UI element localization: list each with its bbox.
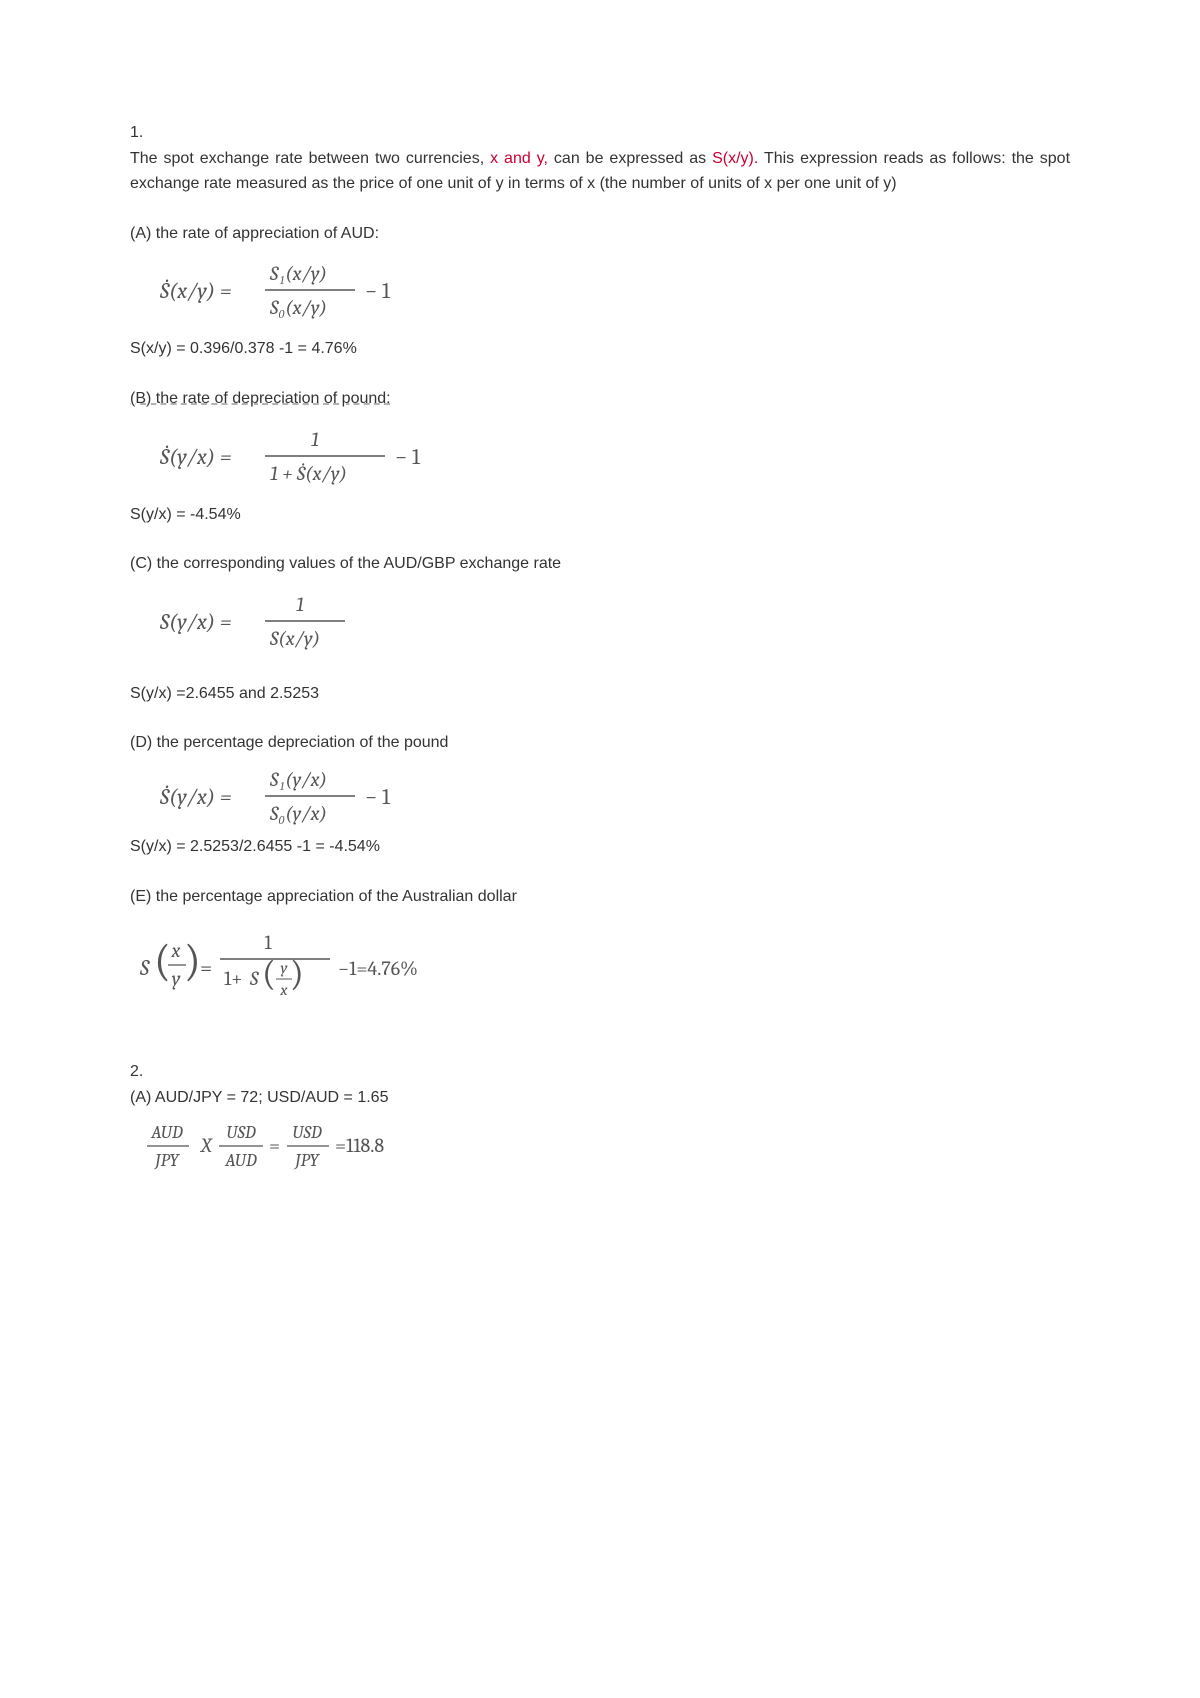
q1-intro-pre: The spot exchange rate between two curre…: [130, 150, 490, 167]
svg-text:y: y: [172, 967, 181, 990]
svg-text:S: S: [140, 955, 150, 981]
f-D-num: S₁(y/x): [269, 768, 327, 791]
q1-D-label: (D) the percentage depreciation of the p…: [130, 730, 1070, 756]
svg-text:USD: USD: [226, 1122, 256, 1143]
document-page: 1. The spot exchange rate between two cu…: [0, 0, 1200, 1698]
q1-B-label: (B) the rate of depreciation of pound:: [130, 386, 1070, 412]
svg-text:): ): [184, 935, 201, 986]
svg-text:1: 1: [264, 931, 272, 954]
svg-text:x: x: [171, 939, 181, 962]
q2-number: 2.: [130, 1059, 1070, 1085]
svg-text:y: y: [281, 959, 288, 977]
f-D-lhs: Ṡ(y/x) =: [160, 784, 232, 810]
q1-E-formula: S ( x y ) = 1 1+ S ( y x ) −1=4.76%: [140, 919, 1070, 1019]
q1-A-label: (A) the rate of appreciation of AUD:: [130, 221, 1070, 247]
svg-text:): ): [290, 953, 304, 994]
q1-B-formula: Ṡ(y/x) = 1 1 + Ṡ(x/y) − 1: [160, 422, 1070, 492]
f-C-den: S(x/y): [269, 627, 320, 650]
svg-text:USD: USD: [292, 1122, 322, 1143]
f-A-den: S₀(x/y): [269, 296, 327, 319]
f-D-den: S₀(y/x): [269, 802, 327, 825]
f-E-result: −1=4.76%: [338, 957, 418, 980]
q1-E-label: (E) the percentage appreciation of the A…: [130, 884, 1070, 910]
f-B-num: 1: [311, 428, 319, 451]
q1-intro: The spot exchange rate between two curre…: [130, 146, 1070, 197]
q1-A-formula: Ṡ(x/y) = S₁(x/y) S₀(x/y) − 1: [160, 256, 1070, 326]
q1-B-calc: S(y/x) = -4.54%: [130, 502, 1070, 528]
svg-text:JPY: JPY: [293, 1150, 320, 1171]
svg-text:=: =: [269, 1134, 280, 1157]
q1-intro-red1: x and y,: [490, 150, 548, 167]
svg-text:X: X: [199, 1134, 213, 1157]
svg-text:=: =: [200, 955, 212, 981]
svg-text:(: (: [262, 953, 276, 994]
q1-intro-mid: can be expressed as: [548, 150, 712, 167]
svg-text:AUD: AUD: [224, 1150, 257, 1171]
svg-text:1+: 1+: [224, 967, 242, 990]
q1-intro-red2: S(x/y).: [712, 150, 758, 167]
f-B-rhs: − 1: [395, 444, 421, 470]
f-B-lhs: Ṡ(y/x) =: [160, 444, 232, 470]
q1-C-formula: S(y/x) = 1 S(x/y): [160, 587, 1070, 657]
f-Q2-result: =118.8: [335, 1134, 384, 1157]
f-D-rhs: − 1: [365, 784, 391, 810]
f-C-num: 1: [296, 593, 304, 616]
q1-B-label-text: (B) the rate of depreciation of pound:: [130, 390, 391, 407]
f-A-rhs: − 1: [365, 278, 391, 304]
svg-text:AUD: AUD: [150, 1122, 183, 1143]
q1-D-calc: S(y/x) = 2.5253/2.6455 -1 = -4.54%: [130, 834, 1070, 860]
svg-text:JPY: JPY: [153, 1150, 180, 1171]
q2-formula: AUD JPY X USD AUD = USD JPY =118.8: [145, 1118, 1070, 1174]
q1-C-calc: S(y/x) =2.6455 and 2.5253: [130, 681, 1070, 707]
q1-A-calc: S(x/y) = 0.396/0.378 -1 = 4.76%: [130, 336, 1070, 362]
q2-A-label: (A) AUD/JPY = 72; USD/AUD = 1.65: [130, 1085, 1070, 1111]
f-C-lhs: S(y/x) =: [160, 609, 232, 635]
q1-C-label: (C) the corresponding values of the AUD/…: [130, 551, 1070, 577]
svg-text:(: (: [154, 935, 171, 986]
svg-text:x: x: [279, 981, 288, 999]
q1-D-formula: Ṡ(y/x) = S₁(y/x) S₀(y/x) − 1: [160, 764, 1070, 830]
q1-number: 1.: [130, 120, 1070, 146]
f-B-den: 1 + Ṡ(x/y): [270, 462, 347, 485]
svg-text:S: S: [249, 967, 259, 990]
f-A-num: S₁(x/y): [269, 262, 327, 285]
f-A-lhs: Ṡ(x/y) =: [160, 278, 232, 304]
